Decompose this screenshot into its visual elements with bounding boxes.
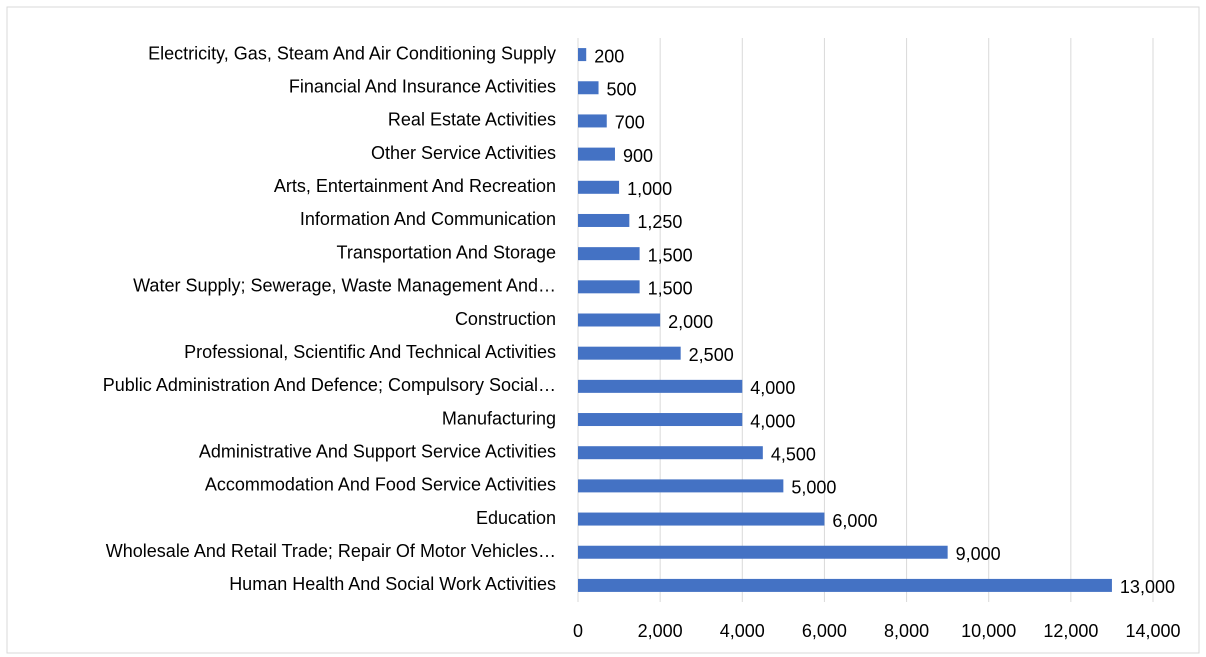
value-label: 1,500: [648, 245, 693, 265]
bar: [578, 379, 743, 393]
value-label: 9,000: [956, 544, 1001, 564]
y-tick-label: Real Estate Activities: [388, 110, 556, 130]
y-tick-label: Electricity, Gas, Steam And Air Conditio…: [148, 43, 556, 63]
bar: [578, 213, 630, 227]
bar: [578, 479, 784, 493]
y-tick-label: Wholesale And Retail Trade; Repair Of Mo…: [106, 541, 556, 561]
y-tick-label: Financial And Insurance Activities: [289, 77, 556, 97]
y-tick-label: Construction: [455, 309, 556, 329]
y-tick-label: Public Administration And Defence; Compu…: [103, 375, 556, 395]
value-label: 700: [615, 113, 645, 133]
bar: [578, 180, 620, 194]
bar: [578, 247, 640, 261]
value-label: 1,500: [648, 279, 693, 299]
value-label: 5,000: [791, 478, 836, 498]
bar: [578, 114, 607, 128]
bar: [578, 512, 825, 526]
y-tick-label: Education: [476, 508, 556, 528]
value-label: 1,250: [637, 212, 682, 232]
y-tick-label: Information And Communication: [300, 209, 556, 229]
value-label: 200: [594, 46, 624, 66]
x-tick-label: 2,000: [638, 621, 683, 641]
value-label: 1,000: [627, 179, 672, 199]
value-label: 6,000: [832, 511, 877, 531]
y-tick-label: Arts, Entertainment And Recreation: [274, 176, 556, 196]
bar: [578, 413, 743, 427]
bar: [578, 545, 948, 559]
value-label: 4,000: [750, 378, 795, 398]
y-tick-label: Human Health And Social Work Activities: [229, 574, 556, 594]
y-tick-label: Administrative And Support Service Activ…: [199, 441, 556, 461]
bar: [578, 280, 640, 294]
x-tick-label: 4,000: [720, 621, 765, 641]
y-tick-label: Transportation And Storage: [337, 242, 556, 262]
value-label: 500: [607, 80, 637, 100]
value-label: 4,500: [771, 444, 816, 464]
value-label: 2,500: [689, 345, 734, 365]
y-tick-label: Manufacturing: [442, 408, 556, 428]
y-tick-label: Professional, Scientific And Technical A…: [184, 342, 556, 362]
value-label: 4,000: [750, 411, 795, 431]
x-tick-label: 6,000: [802, 621, 847, 641]
bar: [578, 346, 681, 360]
bar: [578, 313, 661, 327]
bar: [578, 81, 599, 95]
bar: [578, 446, 763, 460]
x-tick-label: 14,000: [1125, 621, 1180, 641]
y-tick-label: Water Supply; Sewerage, Waste Management…: [133, 276, 556, 296]
x-tick-label: 0: [573, 621, 583, 641]
x-tick-label: 10,000: [961, 621, 1016, 641]
x-tick-label: 8,000: [884, 621, 929, 641]
y-tick-label: Other Service Activities: [371, 143, 556, 163]
value-label: 900: [623, 146, 653, 166]
value-label: 13,000: [1120, 577, 1175, 597]
bar: [578, 578, 1112, 592]
bar: [578, 147, 615, 161]
value-label: 2,000: [668, 312, 713, 332]
bar: [578, 48, 587, 62]
x-tick-label: 12,000: [1043, 621, 1098, 641]
y-tick-label: Accommodation And Food Service Activitie…: [205, 475, 556, 495]
